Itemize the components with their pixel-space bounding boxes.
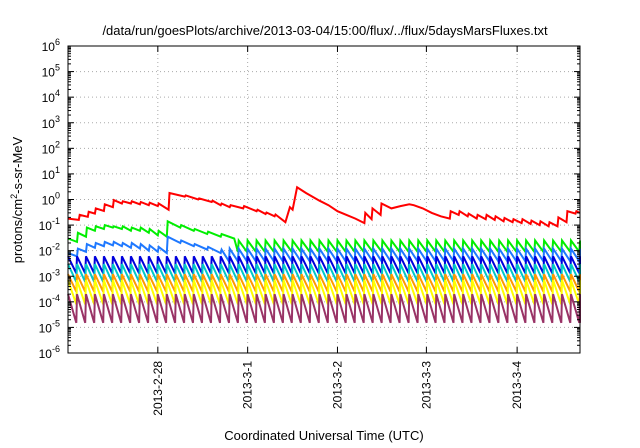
y-tick-base: 10 bbox=[42, 117, 56, 131]
series-line-1 bbox=[67, 219, 581, 255]
y-axis-label-base: protons/cm bbox=[10, 199, 25, 263]
y-tick-exponent: -1 bbox=[52, 216, 60, 226]
series-line-2 bbox=[67, 235, 581, 265]
y-tick-label: 101 bbox=[42, 165, 60, 182]
y-tick-exponent: -5 bbox=[52, 318, 60, 328]
y-tick-base: 10 bbox=[39, 321, 53, 335]
y-tick-exponent: 5 bbox=[55, 63, 60, 73]
y-tick-label: 10-4 bbox=[39, 293, 60, 310]
y-tick-base: 10 bbox=[39, 347, 53, 361]
y-tick-exponent: -3 bbox=[52, 267, 60, 277]
y-tick-base: 10 bbox=[39, 219, 53, 233]
grid bbox=[68, 46, 580, 353]
y-tick-base: 10 bbox=[42, 142, 56, 156]
y-axis-label: protons/cm2-s-sr-MeV bbox=[9, 136, 25, 263]
x-axis-ticks: 2013-2-28 2013-3-1 2013-3-2 2013-3-3 2013-3-… bbox=[151, 46, 524, 416]
x-tick-label: 2013-3-1 bbox=[241, 361, 255, 409]
y-tick-exponent: -6 bbox=[52, 344, 60, 354]
chart-title: /data/run/goesPlots/archive/2013-03-04/1… bbox=[102, 23, 548, 38]
y-tick-exponent: 6 bbox=[55, 37, 60, 47]
y-tick-label: 106 bbox=[42, 37, 60, 54]
x-axis-label: Coordinated Universal Time (UTC) bbox=[224, 428, 423, 443]
y-tick-label: 102 bbox=[42, 139, 60, 156]
y-tick-exponent: -2 bbox=[52, 242, 60, 252]
y-tick-label: 105 bbox=[42, 63, 60, 80]
x-tick-label: 2013-2-28 bbox=[151, 361, 165, 416]
x-tick-label: 2013-3-4 bbox=[510, 361, 524, 409]
y-tick-base: 10 bbox=[42, 168, 56, 182]
y-tick-base: 10 bbox=[42, 194, 56, 208]
y-tick-base: 10 bbox=[39, 270, 53, 284]
y-tick-exponent: 4 bbox=[55, 88, 60, 98]
y-axis-label-rest: -s-sr-MeV bbox=[10, 136, 25, 193]
y-tick-label: 103 bbox=[42, 114, 60, 131]
y-tick-exponent: 1 bbox=[55, 165, 60, 175]
y-tick-exponent: 0 bbox=[55, 191, 60, 201]
x-tick-label: 2013-3-2 bbox=[330, 361, 344, 409]
y-tick-label: 10-5 bbox=[39, 318, 60, 335]
series-line-0 bbox=[67, 185, 581, 228]
y-tick-label: 10-2 bbox=[39, 242, 60, 259]
y-tick-exponent: 2 bbox=[55, 139, 60, 149]
y-tick-label: 10-1 bbox=[39, 216, 60, 233]
y-tick-base: 10 bbox=[39, 296, 53, 310]
x-tick-label: 2013-3-3 bbox=[419, 361, 433, 409]
y-tick-label: 100 bbox=[42, 191, 60, 208]
y-tick-exponent: -4 bbox=[52, 293, 60, 303]
y-tick-label: 10-6 bbox=[39, 344, 60, 361]
y-tick-label: 104 bbox=[42, 88, 60, 105]
series-line-7 bbox=[67, 293, 581, 324]
y-axis-ticks: 10-610-510-410-310-210-11001011021031041… bbox=[39, 37, 580, 361]
y-tick-label: 10-3 bbox=[39, 267, 60, 284]
y-axis-label-sup: 2 bbox=[9, 194, 19, 199]
y-tick-base: 10 bbox=[42, 40, 56, 54]
y-tick-base: 10 bbox=[42, 91, 56, 105]
series-lines bbox=[67, 185, 581, 324]
y-tick-base: 10 bbox=[39, 245, 53, 259]
y-tick-base: 10 bbox=[42, 66, 56, 80]
y-tick-exponent: 3 bbox=[55, 114, 60, 124]
